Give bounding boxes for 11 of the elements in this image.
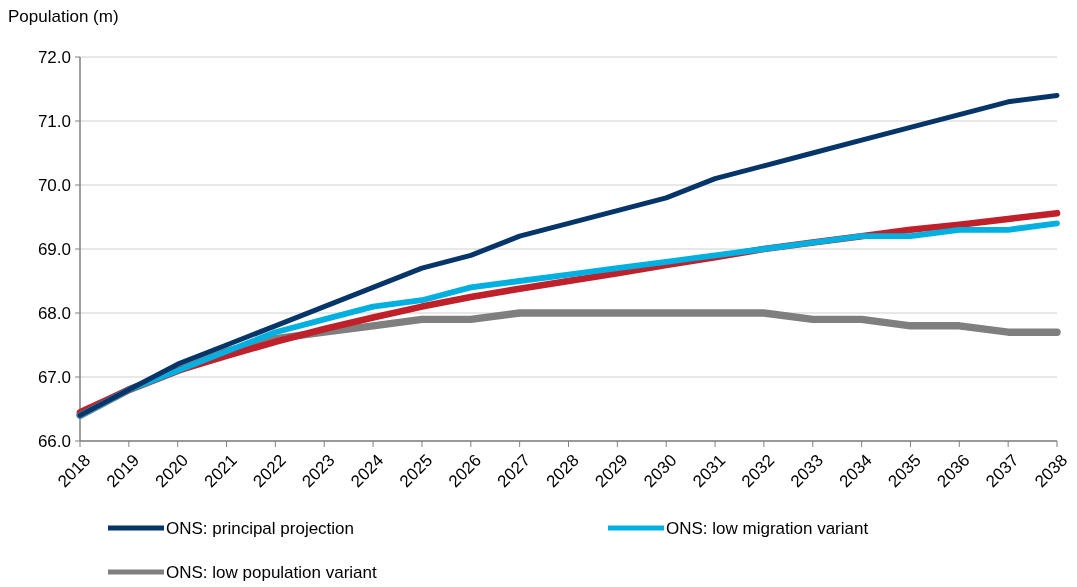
- y-tick-label: 68.0: [37, 303, 71, 323]
- y-axis-title: Population (m): [8, 7, 119, 26]
- y-tick-label: 66.0: [37, 431, 71, 451]
- legend-label: ONS: low migration variant: [666, 518, 869, 538]
- legend-label: ONS: low population variant: [166, 562, 377, 582]
- y-tick-label: 67.0: [37, 367, 71, 387]
- y-tick-label: 70.0: [37, 175, 71, 195]
- legend-label: ONS: principal projection: [166, 518, 355, 538]
- y-tick-label: 69.0: [37, 239, 71, 259]
- y-tick-label: 71.0: [37, 111, 71, 131]
- y-tick-label: 72.0: [37, 47, 71, 67]
